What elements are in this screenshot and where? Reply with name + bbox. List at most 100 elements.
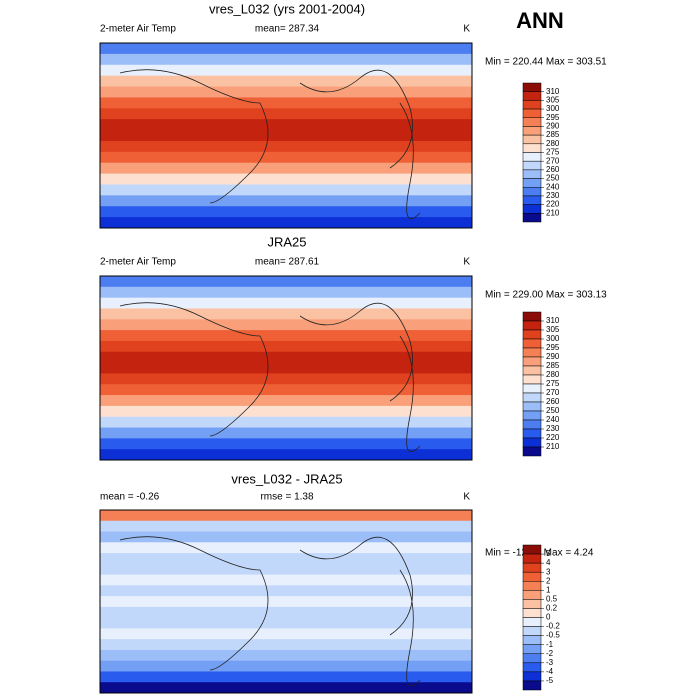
- map-field: [100, 108, 472, 120]
- map-field: [100, 449, 472, 461]
- map-field: [100, 130, 472, 142]
- colorbar-box: [522, 562, 542, 573]
- colorbar-label: 5: [546, 549, 551, 558]
- colorbar-box: [522, 428, 542, 439]
- colorbar-label: 3: [546, 567, 551, 576]
- map-field: [100, 520, 472, 533]
- colorbar-box: [522, 320, 542, 331]
- map-field: [100, 297, 472, 309]
- colorbar-label: -0.5: [546, 631, 560, 640]
- map-field: [100, 416, 472, 429]
- colorbar-box: [522, 383, 542, 394]
- colorbar-label: 270: [546, 388, 560, 397]
- colorbar-box: [522, 635, 542, 645]
- colorbar-label: 305: [546, 95, 560, 104]
- map-field: [100, 276, 472, 288]
- colorbar-box: [522, 419, 542, 430]
- map-field: [100, 553, 472, 565]
- colorbar-label: 275: [546, 379, 560, 388]
- colorbar-box: [522, 553, 542, 564]
- map-field: [100, 308, 472, 320]
- colorbar-box: [522, 195, 542, 205]
- colorbar-box: [522, 311, 542, 322]
- center-label: mean= 287.61: [255, 257, 320, 268]
- season-label: ANN: [516, 8, 564, 33]
- colorbar-box: [522, 143, 542, 153]
- colorbar-box: [522, 91, 542, 101]
- map-frame: [99, 509, 473, 694]
- colorbar-box: [522, 446, 542, 457]
- panel-title: JRA25: [267, 234, 306, 249]
- colorbar-box: [522, 437, 542, 448]
- colorbar-label: 295: [546, 343, 560, 352]
- map-field: [100, 330, 472, 342]
- map-field: [100, 64, 472, 77]
- units-label: K: [463, 257, 470, 268]
- colorbar-label: 310: [546, 316, 560, 325]
- colorbar-label: 280: [546, 370, 560, 379]
- colorbar-label: 4: [546, 558, 551, 567]
- colorbar-box: [522, 356, 542, 367]
- map-field: [100, 649, 472, 662]
- map-field: [100, 173, 472, 185]
- map-frame: [99, 275, 473, 461]
- colorbar-box: [522, 160, 542, 171]
- map-field: [100, 184, 472, 196]
- colorbar-label: 210: [546, 208, 560, 217]
- map-field: [100, 53, 472, 66]
- colorbar-label: -5: [546, 676, 554, 685]
- colorbar-box: [522, 626, 542, 636]
- map-field: [100, 86, 472, 98]
- map-field: [100, 395, 472, 407]
- colorbar-box: [522, 329, 542, 340]
- panel-title: vres_L032 (yrs 2001-2004): [209, 1, 365, 16]
- colorbar-label: 285: [546, 130, 560, 139]
- colorbar-box: [522, 392, 542, 403]
- colorbar-label: -0.2: [546, 622, 560, 631]
- colorbar-label: 210: [546, 442, 560, 451]
- colorbar-box: [522, 374, 542, 385]
- colorbar-box: [522, 347, 542, 358]
- map-field: [100, 319, 472, 331]
- units-label: K: [463, 24, 470, 35]
- colorbar-label: 2: [546, 576, 551, 585]
- colorbar-box: [522, 617, 542, 627]
- colorbar-box: [522, 82, 542, 92]
- colorbar-label: -4: [546, 667, 554, 676]
- min-max: Min = 220.44 Max = 303.51: [485, 57, 607, 68]
- colorbar-box: [522, 581, 542, 591]
- map-field: [100, 660, 472, 672]
- colorbar-box: [522, 571, 542, 582]
- colorbar-label: 300: [546, 104, 560, 113]
- colorbar-label: 280: [546, 139, 560, 148]
- colorbar-box: [522, 338, 542, 349]
- coastline: [119, 536, 421, 687]
- colorbar-label: -2: [546, 649, 554, 658]
- map-field: [100, 606, 472, 619]
- map-field: [100, 151, 472, 164]
- map-field: [100, 510, 472, 522]
- colorbar-label: 0.5: [546, 594, 558, 603]
- colorbar-box: [522, 671, 542, 682]
- colorbar-label: 290: [546, 122, 560, 131]
- map-frame: [99, 42, 473, 229]
- map-field: [100, 140, 472, 153]
- colorbar-box: [522, 653, 542, 664]
- map-field: [100, 340, 472, 353]
- colorbar-label: 0: [546, 613, 551, 622]
- colorbar-label: 260: [546, 397, 560, 406]
- colorbar-label: 295: [546, 113, 560, 122]
- colorbar-label: 250: [546, 174, 560, 183]
- colorbar-box: [522, 169, 542, 179]
- map-field: [100, 639, 472, 651]
- min-max: Min = 229.00 Max = 303.13: [485, 290, 607, 301]
- map-field: [100, 43, 472, 55]
- colorbar-label: 230: [546, 424, 560, 433]
- map-field: [100, 628, 472, 640]
- colorbar-label: 0.2: [546, 604, 558, 613]
- left-label: 2-meter Air Temp: [100, 257, 176, 268]
- map-field: [100, 531, 472, 543]
- colorbar-label: 220: [546, 433, 560, 442]
- map-field: [100, 427, 472, 439]
